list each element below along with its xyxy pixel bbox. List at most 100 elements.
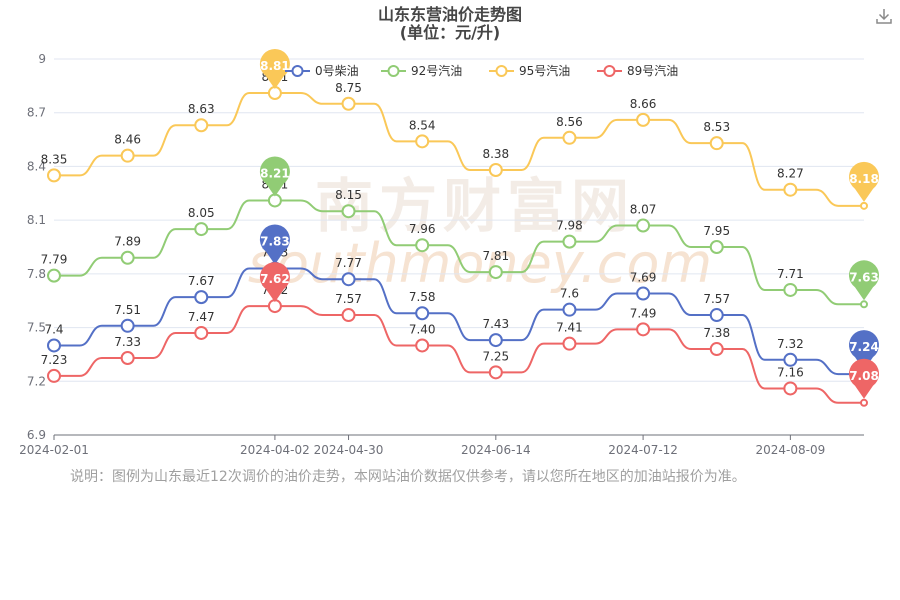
data-point[interactable] [783,182,798,197]
chart-title: 山东东营油价走势图 [378,5,522,24]
data-point[interactable] [341,96,356,111]
series-lines [47,86,868,407]
data-point[interactable] [120,250,135,265]
pin-marker: 8.81 [259,49,290,90]
data-point[interactable] [194,222,209,237]
pin-label: 7.62 [260,272,290,286]
data-point[interactable] [562,336,577,351]
legend-label: 95号汽油 [519,63,570,78]
legend[interactable]: 0号柴油 92号汽油 95号汽油 89号汽油 [285,63,678,78]
data-point[interactable] [47,168,61,183]
data-label: 8.05 [188,206,215,220]
legend-item-1[interactable]: 92号汽油 [381,63,462,78]
data-label: 7.67 [188,274,215,288]
pins: 7.83 8.21 8.81 7.62 7.24 7.63 8.18 7.08 [259,49,880,399]
legend-marker [387,65,400,77]
data-label: 8.54 [409,118,436,132]
data-point[interactable] [860,398,868,407]
data-point[interactable] [47,268,61,283]
data-point[interactable] [636,322,651,337]
chart-subtitle: (单位：元/升) [400,23,500,42]
data-point[interactable] [709,342,724,357]
pin-label: 8.21 [260,166,290,180]
data-point[interactable] [636,112,651,127]
data-point[interactable] [415,338,430,353]
data-label: 7.69 [630,271,657,285]
legend-marker [495,65,508,77]
data-point[interactable] [562,130,577,145]
data-point[interactable] [341,204,356,219]
data-label: 8.53 [703,120,730,134]
footnote: 说明：图例为山东最近12次调价的油价走势，本网站油价数据仅供参考，请以您所在地区… [70,469,746,485]
y-tick-label: 9 [38,52,46,66]
data-point[interactable] [562,302,577,317]
x-tick-label: 2024-07-12 [608,443,678,457]
data-label: 7.33 [114,335,141,349]
legend-item-0[interactable]: 0号柴油 [285,64,359,78]
data-point[interactable] [341,272,356,287]
data-point[interactable] [562,234,577,249]
x-tick-label: 2024-04-30 [314,443,384,457]
data-point[interactable] [194,118,209,133]
data-point[interactable] [488,163,503,178]
data-label: 7.95 [703,224,730,238]
data-point[interactable] [415,134,430,149]
y-tick-label: 8.1 [27,213,46,227]
data-point[interactable] [194,325,209,340]
pin-shape [259,49,290,90]
data-point[interactable] [783,282,798,297]
pin-marker: 7.63 [849,260,880,301]
data-labels: 7.4 7.51 7.67 7.83 7.77 7.58 7.43 7.6 7.69 7.57 7.… [41,70,804,379]
pin-label: 7.63 [849,270,879,284]
data-point[interactable] [709,136,724,151]
data-point[interactable] [120,318,135,333]
data-label: 7.77 [335,256,362,270]
series-line-1 [54,199,864,306]
pin-shape [849,161,879,202]
data-point[interactable] [709,240,724,254]
data-point[interactable] [783,381,798,396]
data-point[interactable] [860,201,868,210]
data-point[interactable] [488,333,503,348]
data-point[interactable] [709,308,724,323]
pin-label: 8.18 [849,172,879,186]
pin-marker: 8.21 [259,156,290,197]
data-label: 7.4 [44,322,63,336]
data-point[interactable] [341,308,356,323]
data-point[interactable] [415,238,430,253]
legend-item-2[interactable]: 95号汽油 [489,63,570,78]
data-point[interactable] [120,351,135,366]
legend-label: 0号柴油 [315,64,359,78]
data-label: 8.27 [777,167,804,181]
legend-item-3[interactable]: 89号汽油 [597,63,678,78]
pin-marker: 8.18 [849,161,879,202]
data-point[interactable] [783,352,798,367]
pin-label: 7.83 [260,234,290,248]
data-label: 7.98 [556,219,583,233]
data-point[interactable] [47,338,61,353]
data-point[interactable] [120,148,135,163]
data-label: 7.16 [777,365,804,379]
legend-marker [603,65,616,77]
legend-label: 92号汽油 [411,63,462,78]
data-label: 7.57 [335,292,362,306]
download-icon[interactable] [874,6,894,26]
data-point[interactable] [636,218,651,233]
data-label: 7.49 [630,306,657,320]
pin-shape [259,156,290,197]
axes: 6.9 7.2 7.5 7.8 8.1 8.4 8.7 9 2024-02-01 2024-04-… [19,52,864,457]
data-point[interactable] [415,306,430,321]
data-point[interactable] [860,300,868,309]
data-point[interactable] [194,290,209,305]
data-label: 7.23 [41,353,68,367]
data-point[interactable] [488,365,503,380]
data-label: 7.57 [703,292,730,306]
data-label: 8.38 [482,147,509,161]
y-tick-label: 6.9 [27,428,46,442]
y-tick-label: 7.2 [27,374,46,388]
y-tick-label: 7.8 [27,267,46,281]
data-point[interactable] [47,368,61,383]
data-point[interactable] [636,286,651,301]
data-point[interactable] [488,265,503,280]
